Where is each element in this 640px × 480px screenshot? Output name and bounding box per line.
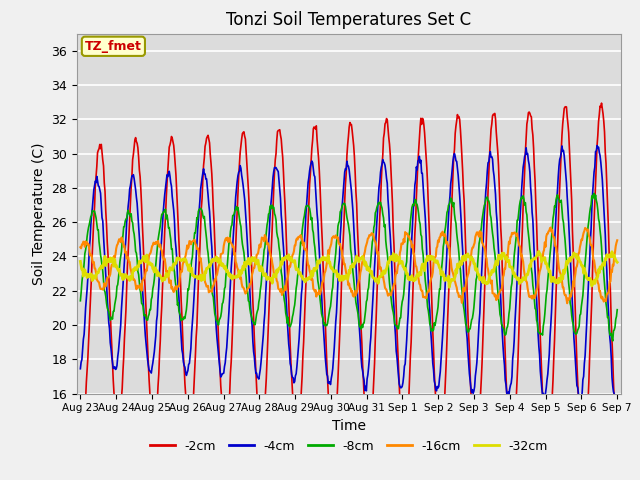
-8cm xyxy=(609,338,616,344)
-4cm xyxy=(77,366,84,372)
-4cm xyxy=(196,199,204,204)
-2cm xyxy=(196,247,204,252)
-16cm xyxy=(563,300,571,306)
-8cm xyxy=(225,251,232,257)
-2cm xyxy=(414,160,422,166)
-8cm xyxy=(77,298,84,304)
-32cm xyxy=(414,273,422,278)
-16cm xyxy=(141,270,149,276)
Line: -2cm: -2cm xyxy=(81,103,617,460)
-8cm xyxy=(86,217,94,223)
-16cm xyxy=(196,258,204,264)
Line: -4cm: -4cm xyxy=(81,145,617,404)
-2cm xyxy=(429,348,437,353)
-2cm xyxy=(86,305,94,311)
-32cm xyxy=(429,256,437,262)
-4cm xyxy=(613,397,621,403)
-16cm xyxy=(77,244,84,250)
-32cm xyxy=(613,259,621,265)
-4cm xyxy=(593,143,601,148)
Line: -16cm: -16cm xyxy=(81,228,617,303)
-32cm xyxy=(445,284,453,290)
-2cm xyxy=(141,290,149,296)
-32cm xyxy=(77,259,84,264)
-16cm xyxy=(225,239,232,245)
-16cm xyxy=(429,260,437,265)
-16cm xyxy=(414,273,422,279)
-32cm xyxy=(535,249,543,254)
-16cm xyxy=(547,225,555,230)
-8cm xyxy=(613,307,621,312)
-4cm xyxy=(225,320,232,326)
-16cm xyxy=(613,238,621,243)
-4cm xyxy=(429,367,437,373)
-4cm xyxy=(612,401,620,407)
-8cm xyxy=(141,312,149,318)
-2cm xyxy=(580,457,588,463)
-4cm xyxy=(414,158,422,164)
-32cm xyxy=(225,271,232,276)
Y-axis label: Soil Temperature (C): Soil Temperature (C) xyxy=(31,143,45,285)
-8cm xyxy=(590,191,598,196)
Title: Tonzi Soil Temperatures Set C: Tonzi Soil Temperatures Set C xyxy=(226,11,472,29)
-2cm xyxy=(598,100,605,106)
-32cm xyxy=(86,272,94,278)
Text: TZ_fmet: TZ_fmet xyxy=(85,40,142,53)
Line: -32cm: -32cm xyxy=(81,252,617,287)
-8cm xyxy=(414,205,422,211)
-32cm xyxy=(141,259,149,265)
-16cm xyxy=(86,252,94,258)
X-axis label: Time: Time xyxy=(332,419,366,433)
-4cm xyxy=(141,333,149,338)
-32cm xyxy=(196,274,204,279)
-8cm xyxy=(196,206,204,212)
-2cm xyxy=(225,408,232,413)
-4cm xyxy=(86,237,94,242)
-8cm xyxy=(429,327,437,333)
Line: -8cm: -8cm xyxy=(81,193,617,341)
Legend: -2cm, -4cm, -8cm, -16cm, -32cm: -2cm, -4cm, -8cm, -16cm, -32cm xyxy=(145,434,553,457)
-2cm xyxy=(613,447,621,453)
-2cm xyxy=(77,406,84,412)
